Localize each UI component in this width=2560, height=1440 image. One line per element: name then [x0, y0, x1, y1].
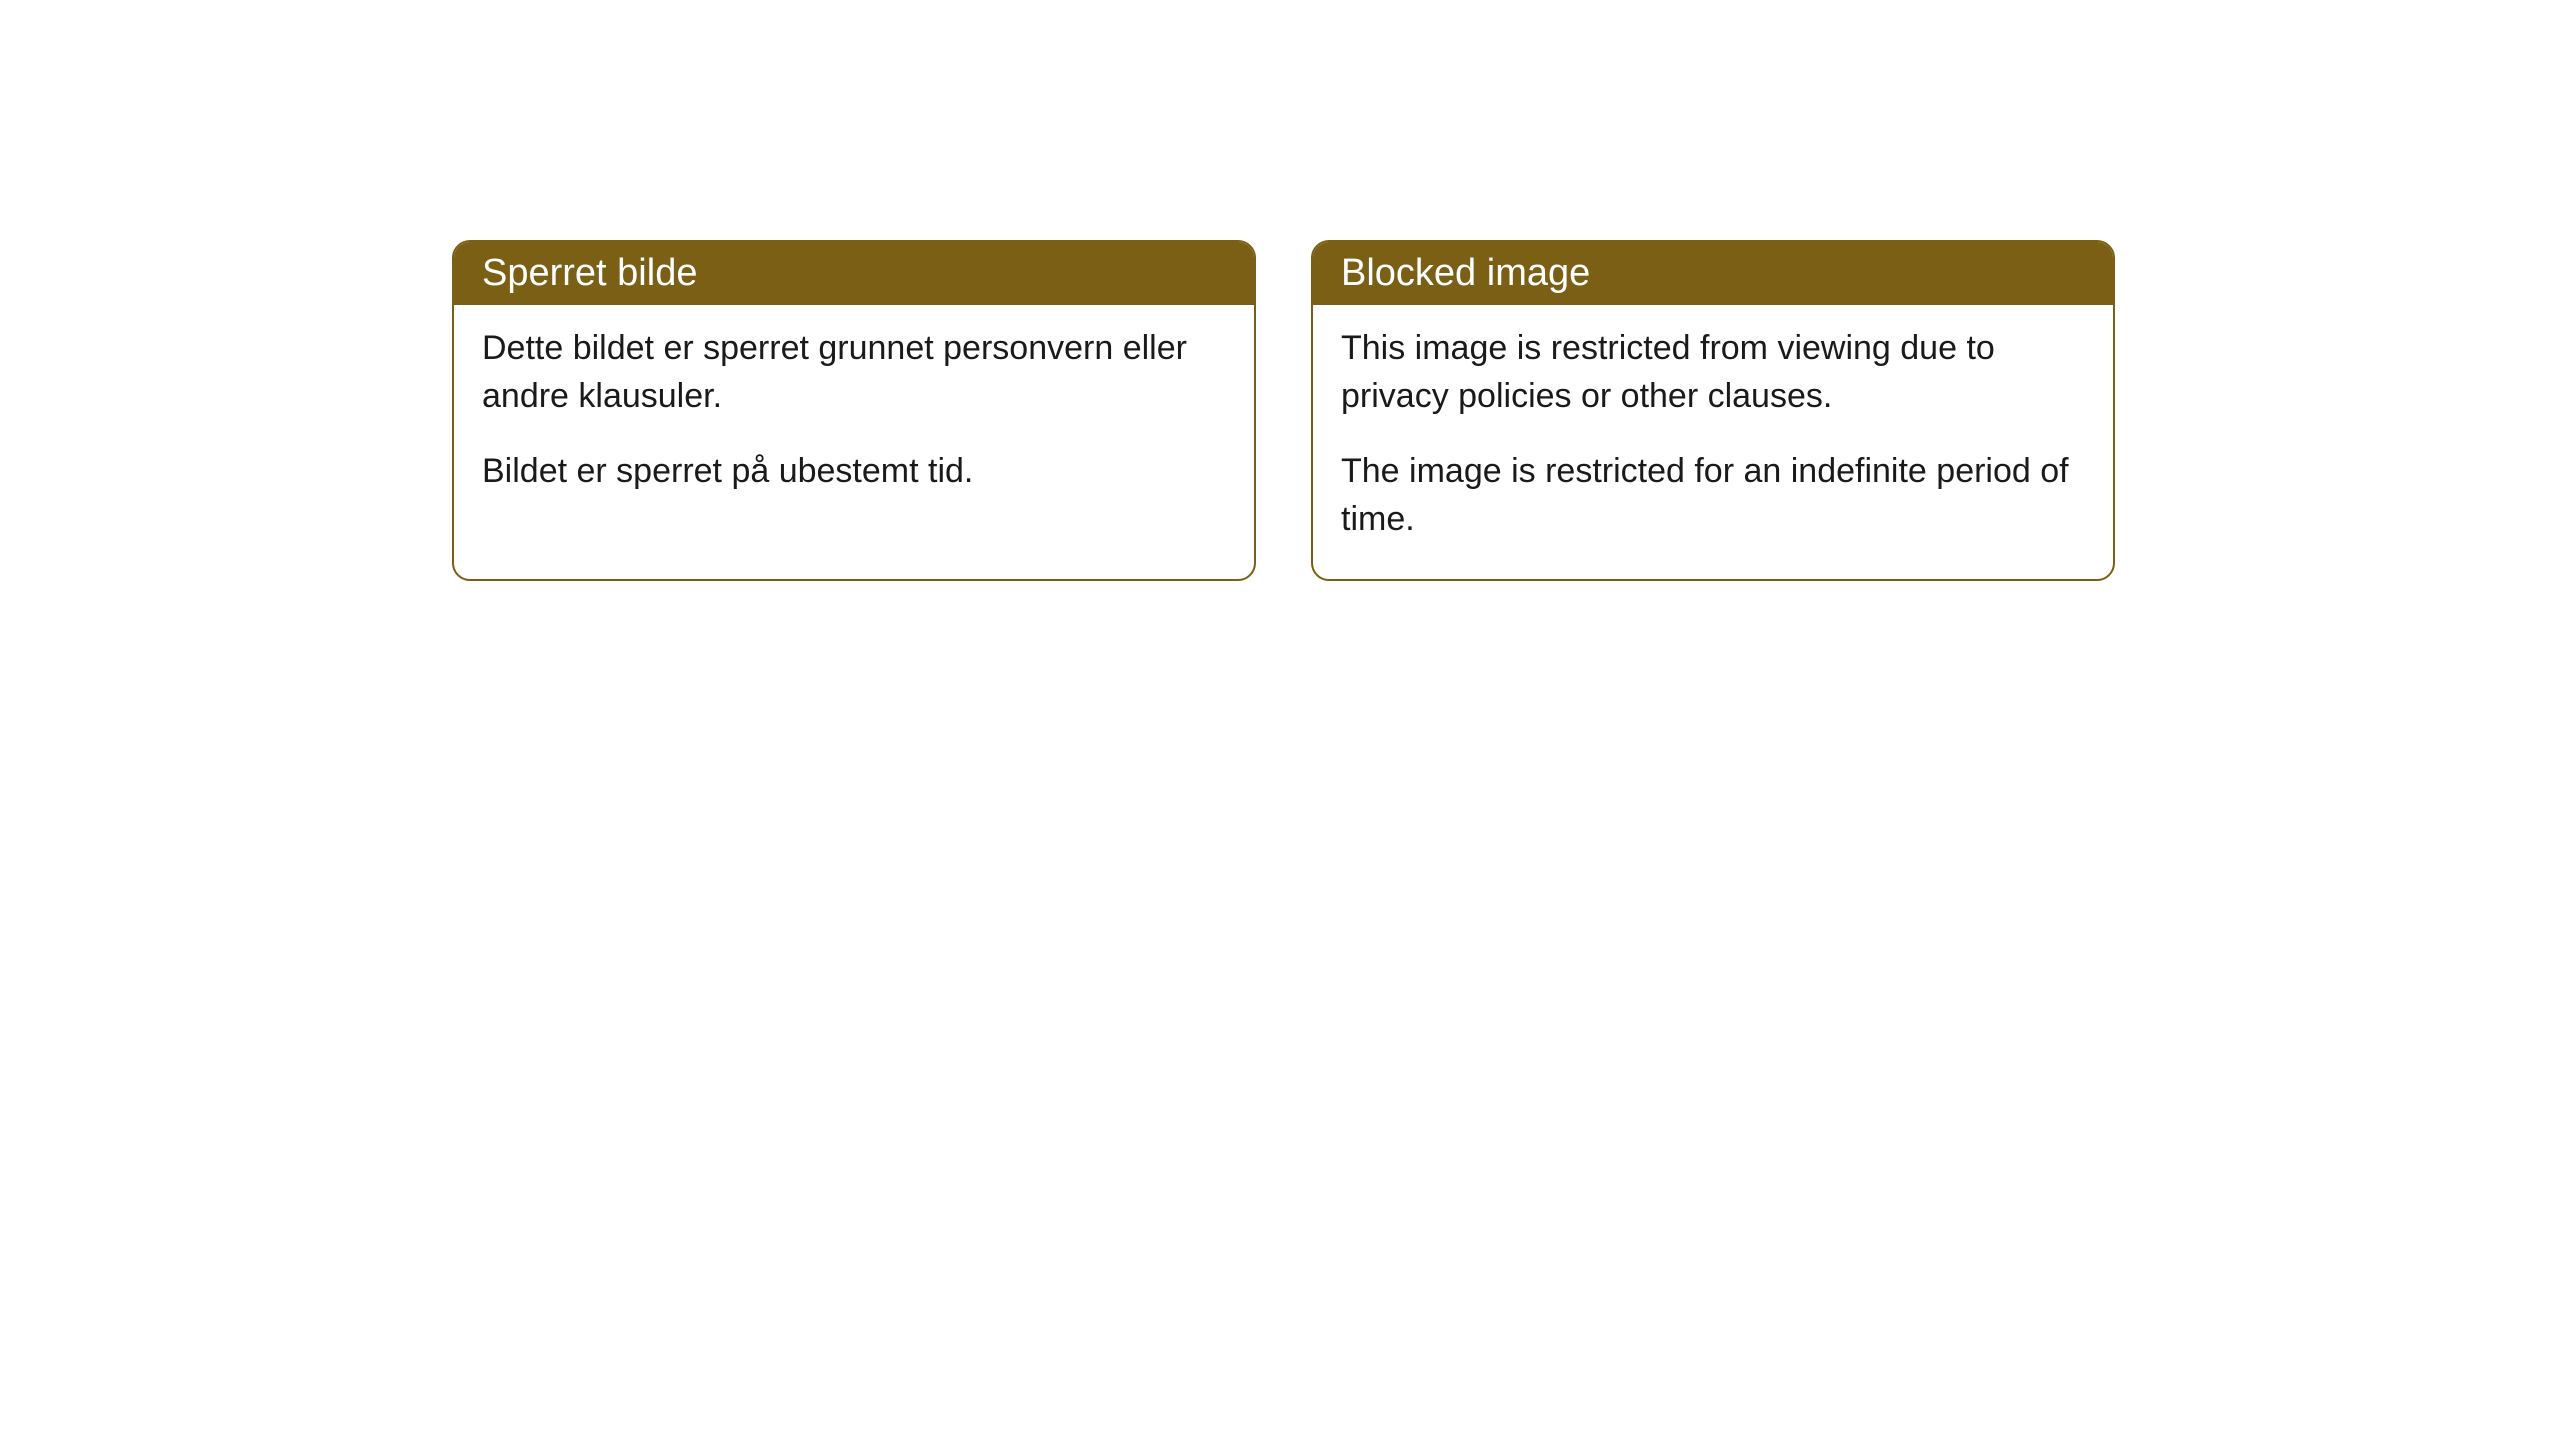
card-paragraph: The image is restricted for an indefinit…	[1341, 448, 2085, 543]
card-paragraph: This image is restricted from viewing du…	[1341, 325, 2085, 420]
card-header: Sperret bilde	[454, 242, 1254, 305]
blocked-image-card-norwegian: Sperret bilde Dette bildet er sperret gr…	[452, 240, 1256, 581]
card-paragraph: Dette bildet er sperret grunnet personve…	[482, 325, 1226, 420]
card-body: Dette bildet er sperret grunnet personve…	[454, 305, 1254, 532]
card-title: Sperret bilde	[482, 252, 697, 294]
card-header: Blocked image	[1313, 242, 2113, 305]
card-paragraph: Bildet er sperret på ubestemt tid.	[482, 448, 1226, 496]
cards-container: Sperret bilde Dette bildet er sperret gr…	[0, 0, 2560, 581]
card-title: Blocked image	[1341, 252, 1590, 294]
card-body: This image is restricted from viewing du…	[1313, 305, 2113, 579]
blocked-image-card-english: Blocked image This image is restricted f…	[1311, 240, 2115, 581]
